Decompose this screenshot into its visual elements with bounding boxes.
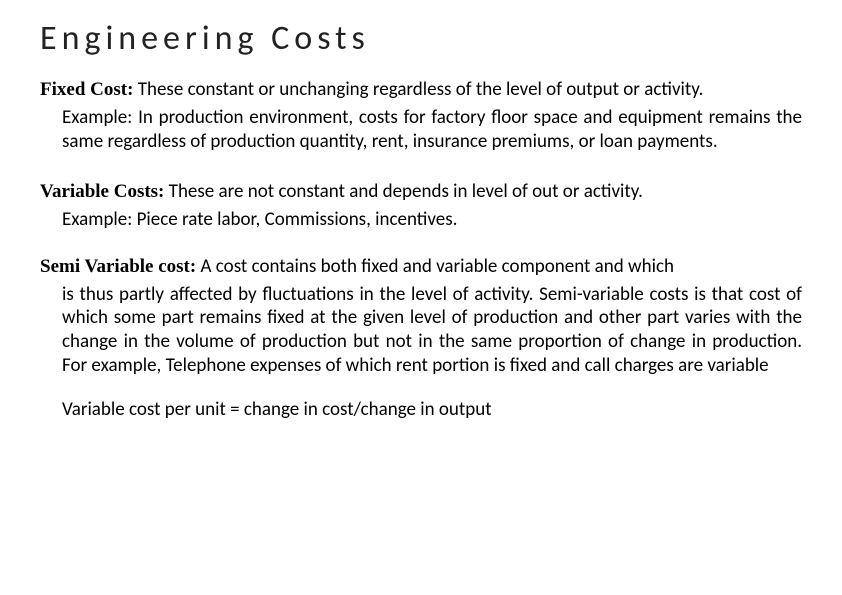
variable-cost-rest: These are not constant and depends in le… xyxy=(164,180,643,203)
fixed-cost-example: Example: In production environment, cost… xyxy=(62,106,802,154)
slide-page: Engineering Costs Fixed Cost: These cons… xyxy=(0,0,842,421)
variable-cost-label: Variable Costs: xyxy=(40,181,164,202)
fixed-cost-label: Fixed Cost: xyxy=(40,79,133,100)
semi-variable-lead: Semi Variable cost: A cost contains both… xyxy=(40,256,802,279)
semi-variable-section: Semi Variable cost: A cost contains both… xyxy=(40,256,802,422)
fixed-cost-section: Fixed Cost: These constant or unchanging… xyxy=(40,79,802,153)
variable-cost-example: Example: Piece rate labor, Commissions, … xyxy=(62,208,802,232)
variable-cost-section: Variable Costs: These are not constant a… xyxy=(40,181,802,232)
semi-variable-formula: Variable cost per unit = change in cost/… xyxy=(62,398,802,422)
semi-variable-body: is thus partly affected by fluctuations … xyxy=(62,283,802,378)
page-title: Engineering Costs xyxy=(40,18,802,59)
semi-variable-rest: A cost contains both fixed and variable … xyxy=(196,255,674,278)
semi-variable-label: Semi Variable cost: xyxy=(40,256,196,277)
fixed-cost-lead: Fixed Cost: These constant or unchanging… xyxy=(40,79,802,102)
fixed-cost-rest: These constant or unchanging regardless … xyxy=(133,78,703,101)
variable-cost-lead: Variable Costs: These are not constant a… xyxy=(40,181,802,204)
